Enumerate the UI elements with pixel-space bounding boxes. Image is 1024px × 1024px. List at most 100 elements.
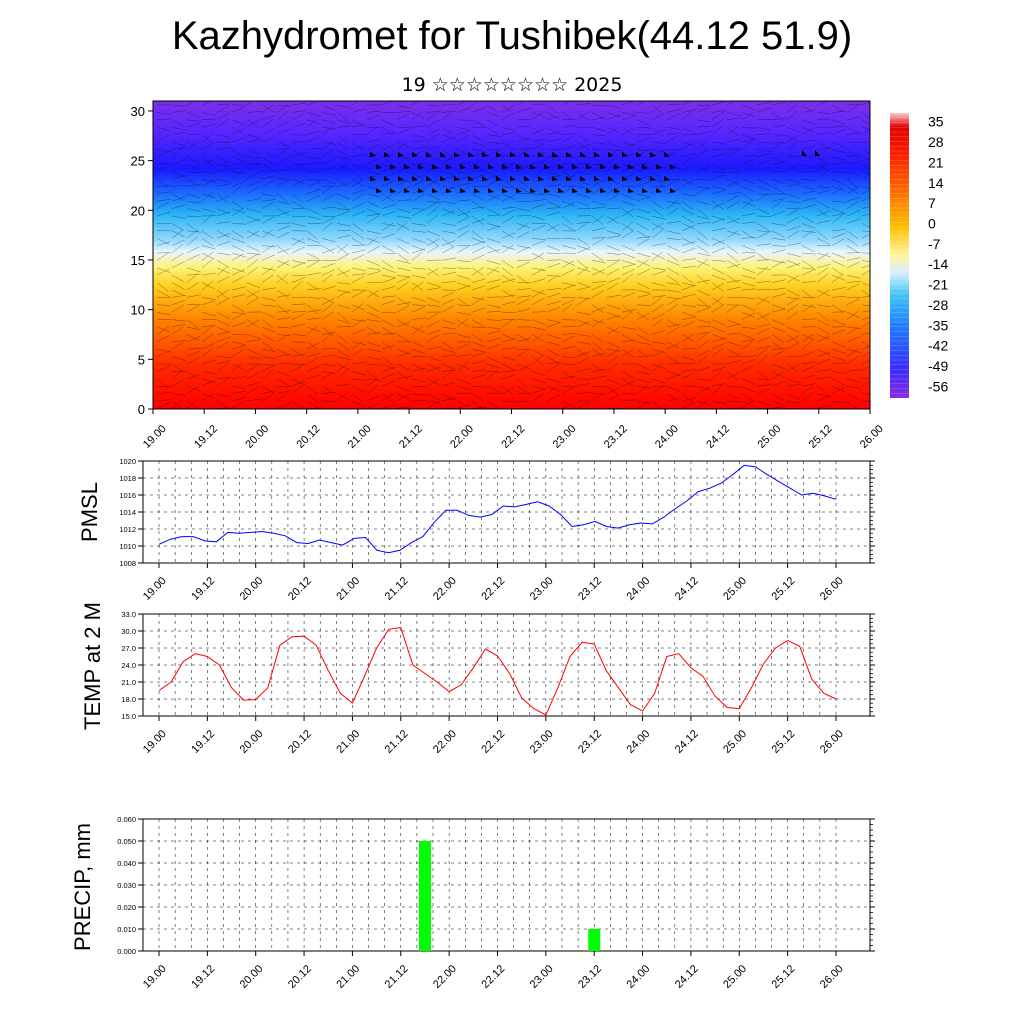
heatmap-ytick-label: 5	[138, 352, 145, 367]
wind-barb	[846, 200, 859, 209]
wind-barb	[816, 404, 831, 409]
wind-barb	[726, 263, 741, 269]
wind-barb	[606, 304, 621, 310]
wind-barb	[216, 134, 231, 138]
wind-barb	[351, 193, 364, 202]
wind-barb	[261, 193, 276, 197]
wind-barb	[216, 362, 229, 372]
wind-barbs	[156, 101, 870, 409]
wind-barb	[306, 118, 319, 128]
wind-barb	[846, 178, 858, 189]
wind-barb	[696, 275, 709, 285]
wind-barb	[786, 141, 799, 150]
wind-barb	[861, 101, 870, 106]
wind-barb	[771, 101, 786, 106]
wind-barb	[501, 141, 514, 151]
wind-barb	[576, 368, 591, 372]
wind-barb	[726, 117, 741, 121]
wind-barb	[816, 376, 831, 380]
wind-pennant	[815, 150, 820, 156]
wind-barb	[741, 230, 754, 239]
wind-barb	[516, 223, 531, 229]
ytick-label: 1012	[119, 525, 136, 534]
wind-barb	[666, 303, 679, 313]
wind-barb	[531, 142, 545, 150]
wind-barb	[336, 178, 349, 188]
wind-barb	[711, 101, 726, 106]
wind-barb	[201, 371, 216, 375]
wind-barb	[471, 352, 486, 357]
wind-barb	[801, 252, 816, 255]
wind-barb	[696, 166, 711, 172]
wind-barb	[486, 104, 499, 114]
wind-barb	[396, 319, 410, 327]
xtick-label: 22.12	[479, 963, 507, 991]
wind-barb	[561, 260, 576, 266]
wind-barb	[576, 247, 590, 254]
wind-barb	[276, 245, 289, 255]
wind-barb	[681, 179, 695, 187]
wind-barb	[291, 113, 305, 120]
wind-barb	[291, 380, 305, 387]
colorbar-label: 14	[928, 175, 944, 191]
wind-barb	[246, 156, 261, 159]
wind-barb	[531, 393, 545, 402]
wind-barb	[186, 171, 201, 174]
wind-barb	[696, 186, 711, 190]
wind-barb	[561, 333, 576, 335]
wind-barb	[411, 163, 426, 165]
wind-barb	[411, 306, 425, 313]
wind-barb	[771, 124, 786, 128]
wind-pennant	[664, 152, 670, 157]
wind-barb	[546, 127, 560, 135]
wind-barb	[801, 163, 816, 169]
wind-barb	[441, 171, 456, 177]
wind-barb	[576, 382, 591, 387]
xtick-label: 25.00	[721, 728, 749, 756]
wind-barb	[501, 260, 514, 269]
precip-bar	[588, 929, 601, 951]
wind-barb	[486, 371, 501, 373]
wind-barb	[501, 178, 514, 187]
wind-barb	[351, 400, 365, 407]
wind-barb	[216, 168, 231, 172]
wind-barb	[816, 118, 831, 121]
wind-barb	[741, 334, 756, 340]
wind-barb	[516, 386, 530, 394]
wind-pennant	[566, 152, 572, 157]
wind-barb	[486, 310, 501, 313]
wind-barb	[381, 341, 394, 351]
wind-barb	[756, 371, 769, 380]
wind-barb	[291, 334, 306, 336]
wind-barb	[516, 334, 530, 342]
wind-barb	[756, 193, 771, 196]
wind-barb	[846, 230, 859, 240]
ytick-label: 0.000	[117, 947, 136, 956]
wind-barb	[561, 156, 576, 158]
wind-barb	[201, 272, 216, 276]
wind-barb	[651, 252, 665, 260]
wind-barb	[501, 126, 516, 131]
wind-barb	[336, 312, 348, 322]
heatmap-xtick-label: 24.00	[653, 423, 681, 451]
wind-barb	[606, 294, 621, 298]
wind-barb	[531, 127, 544, 136]
wind-pennant	[488, 188, 494, 193]
wind-barb	[186, 122, 201, 128]
wind-barb	[336, 229, 351, 232]
wind-barb	[396, 208, 411, 213]
wind-barb	[276, 326, 291, 329]
wind-barb	[741, 158, 756, 165]
wind-barb	[456, 126, 471, 131]
wind-barb	[771, 260, 785, 268]
wind-barb	[741, 212, 756, 217]
wind-barb	[231, 162, 246, 165]
wind-barb	[381, 319, 395, 327]
wind-barb	[321, 215, 336, 218]
wind-barb	[726, 217, 741, 224]
wind-pennant	[530, 188, 536, 193]
wind-barb	[756, 178, 770, 186]
ytick-label: 24.0	[121, 661, 136, 670]
wind-pennant	[426, 176, 432, 181]
wind-pennant	[614, 188, 620, 193]
